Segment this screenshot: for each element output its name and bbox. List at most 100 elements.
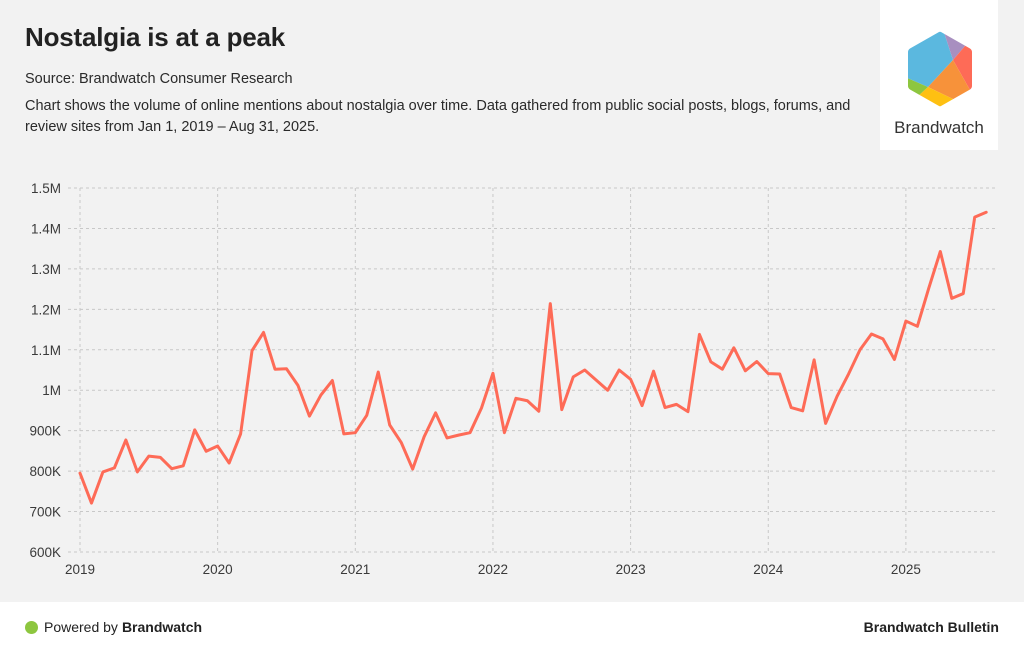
data-point <box>675 403 678 406</box>
data-point <box>262 331 265 334</box>
data-point <box>136 470 139 473</box>
data-point <box>881 337 884 340</box>
data-point <box>595 379 598 382</box>
data-point <box>801 409 804 412</box>
data-point <box>709 360 712 363</box>
data-point <box>572 375 575 378</box>
data-point <box>973 216 976 219</box>
x-tick-label: 2022 <box>478 562 508 577</box>
data-point <box>870 333 873 336</box>
brandwatch-logo-card: Brandwatch <box>880 0 998 150</box>
data-point <box>446 436 449 439</box>
x-gridlines <box>79 188 907 552</box>
data-point <box>400 441 403 444</box>
x-tick-label: 2024 <box>753 562 784 577</box>
x-tick-label: 2020 <box>203 562 233 577</box>
data-point <box>274 368 277 371</box>
y-tick-label: 1.3M <box>31 262 61 277</box>
data-point <box>755 360 758 363</box>
logo-segment-red <box>953 40 972 100</box>
data-point <box>732 346 735 349</box>
data-point <box>618 369 621 372</box>
x-tick-label: 2025 <box>891 562 921 577</box>
data-points <box>79 211 988 505</box>
y-tick-label: 700K <box>29 505 61 520</box>
x-axis-labels: 2019 2020 2021 2022 2023 2024 2025 <box>65 562 921 577</box>
data-point <box>285 367 288 370</box>
data-point <box>411 468 414 471</box>
data-point <box>193 428 196 431</box>
y-tick-label: 1.4M <box>31 221 61 236</box>
powered-by-brand: Brandwatch <box>121 619 203 635</box>
data-point <box>526 399 529 402</box>
y-axis-labels: 600K 700K 800K 900K 1M 1.1M 1.2M 1.3M 1.4M 1.5M <box>29 181 61 560</box>
series-line <box>78 210 988 505</box>
y-tick-label: 900K <box>29 424 61 439</box>
data-point <box>560 408 563 411</box>
data-point <box>170 467 173 470</box>
data-point <box>950 297 953 300</box>
data-point <box>549 302 552 305</box>
data-point <box>480 407 483 410</box>
data-point <box>721 368 724 371</box>
y-tick-label: 800K <box>29 464 61 479</box>
data-point <box>159 456 162 459</box>
data-point <box>90 502 93 505</box>
data-point <box>836 395 839 398</box>
data-point <box>813 358 816 361</box>
powered-by-prefix: Powered by <box>44 619 118 635</box>
data-point <box>583 369 586 372</box>
powered-by: Powered by Brandwatch <box>25 619 202 635</box>
data-point <box>251 349 254 352</box>
logo-segment-orange <box>928 60 970 100</box>
data-point <box>147 455 150 458</box>
line-chart: 600K 700K 800K 900K 1M 1.1M 1.2M 1.3M 1.4M 1.5M 2… <box>29 181 996 577</box>
data-point <box>916 325 919 328</box>
data-point <box>664 406 667 409</box>
data-point <box>365 414 368 417</box>
y-tick-label: 1.1M <box>31 343 61 358</box>
data-point <box>434 411 437 414</box>
data-point <box>228 462 231 465</box>
data-point <box>319 394 322 397</box>
data-point <box>686 410 689 413</box>
data-point <box>79 472 82 475</box>
data-point <box>939 250 942 253</box>
data-point <box>469 431 472 434</box>
y-tick-label: 1M <box>42 383 61 398</box>
data-point <box>744 369 747 372</box>
data-point <box>904 320 907 323</box>
data-point <box>698 333 701 336</box>
y-tick-label: 1.5M <box>31 181 61 196</box>
y-tick-label: 1.2M <box>31 302 61 317</box>
chart-source: Source: Brandwatch Consumer Research <box>25 71 293 87</box>
logo-wordmark: Brandwatch <box>894 118 984 137</box>
data-point <box>491 372 494 375</box>
brandwatch-hexagon-logo-icon <box>908 31 972 107</box>
data-point <box>629 378 632 381</box>
y-gridlines <box>68 187 996 553</box>
data-point <box>423 435 426 438</box>
chart-description: Chart shows the volume of online mention… <box>25 98 851 135</box>
data-point <box>388 424 391 427</box>
data-point <box>893 358 896 361</box>
data-point <box>354 431 357 434</box>
data-point <box>652 370 655 373</box>
data-point <box>182 464 185 467</box>
data-point <box>296 384 299 387</box>
data-point <box>457 434 460 437</box>
green-dot-icon <box>25 620 38 634</box>
data-point <box>847 373 850 376</box>
data-point <box>514 397 517 400</box>
x-tick-label: 2023 <box>616 562 646 577</box>
data-point <box>641 404 644 407</box>
data-point <box>985 211 988 214</box>
data-point <box>767 372 770 375</box>
y-tick-label: 600K <box>29 545 61 560</box>
data-point <box>308 415 311 418</box>
data-point <box>216 445 219 448</box>
data-point <box>342 432 345 435</box>
data-point <box>503 431 506 434</box>
brandwatch-bulletin-label: Brandwatch Bulletin <box>863 619 999 635</box>
data-point <box>537 410 540 413</box>
